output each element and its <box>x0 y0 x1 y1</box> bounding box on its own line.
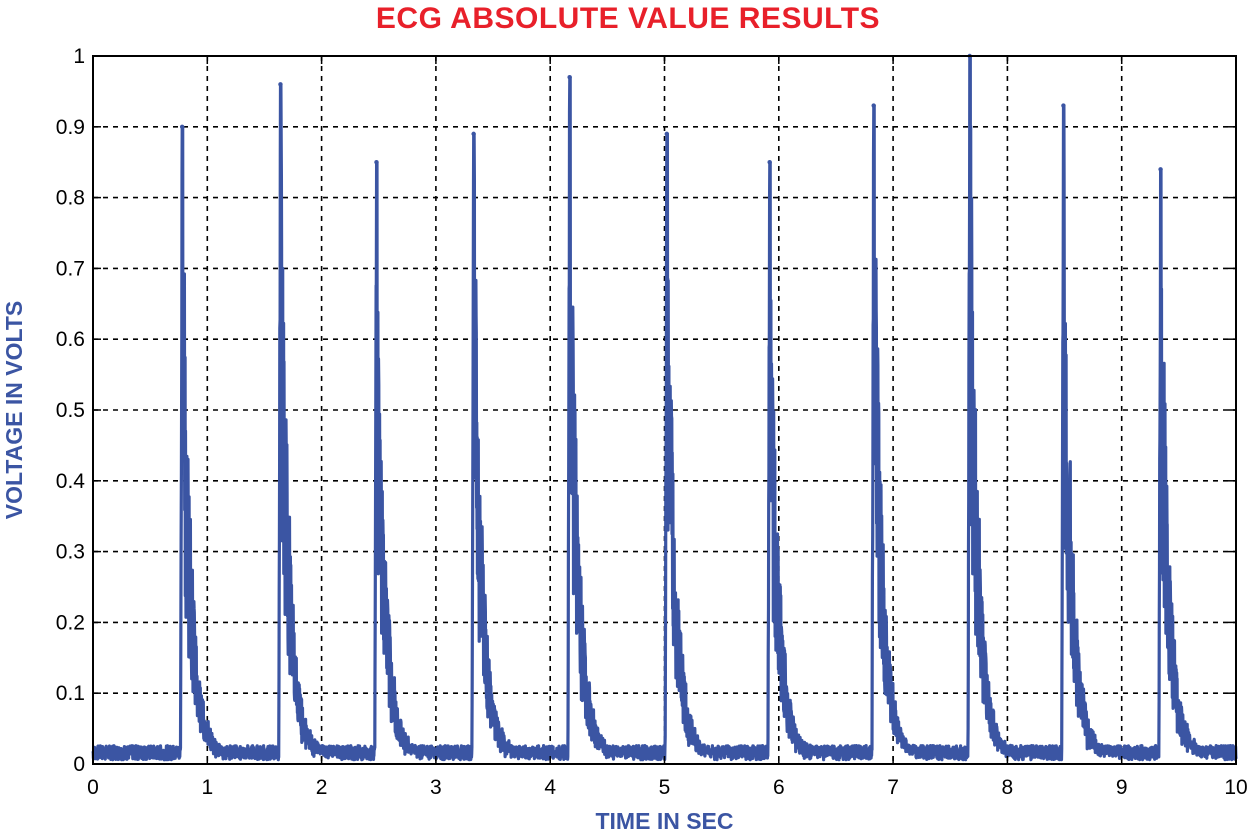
y-tick-label: 0.4 <box>56 470 86 493</box>
y-tick-label: 0.5 <box>56 399 85 422</box>
x-tick-label: 5 <box>659 776 671 799</box>
x-tick-label: 9 <box>1116 776 1128 799</box>
peak-point <box>278 82 283 87</box>
y-tick-label: 0.7 <box>56 257 85 280</box>
x-tick-label: 6 <box>773 776 785 799</box>
peak-point <box>567 75 572 80</box>
y-tick-label: 0 <box>73 753 85 776</box>
peak-point <box>871 103 876 108</box>
y-tick-label: 0.9 <box>56 116 85 139</box>
y-tick-label: 0.6 <box>56 328 85 351</box>
peak-point <box>179 124 185 129</box>
peak-point <box>1158 167 1163 172</box>
x-tick-label: 4 <box>544 776 556 799</box>
x-tick-label: 2 <box>316 776 328 799</box>
peak-point <box>374 160 379 165</box>
peak-point <box>471 131 476 137</box>
y-axis-title: VOLTAGE IN VOLTS <box>1 301 27 520</box>
x-tick-label: 8 <box>1002 776 1014 799</box>
y-tick-label: 1 <box>73 45 85 68</box>
x-tick-label: 1 <box>201 776 213 799</box>
x-axis-title: TIME IN SEC <box>595 808 733 834</box>
peak-point <box>767 160 772 165</box>
x-tick-label: 10 <box>1224 776 1247 799</box>
axis-ticks <box>92 55 1237 765</box>
peak-point <box>664 131 669 137</box>
peak-point <box>1061 103 1066 108</box>
chart-title: ECG ABSOLUTE VALUE RESULTS <box>375 2 881 35</box>
x-tick-label: 7 <box>887 776 899 799</box>
x-tick-label: 0 <box>87 776 99 799</box>
y-tick-label: 0.3 <box>56 541 85 564</box>
x-tick-label: 3 <box>430 776 442 799</box>
y-tick-label: 0.8 <box>56 187 85 210</box>
y-tick-label: 0.1 <box>56 682 85 705</box>
y-tick-label: 0.2 <box>56 611 85 634</box>
tick-labels: 0 1 2 3 4 5 6 7 8 9 10 0 0.1 0.2 0.3 0.4 0.5 0.6 0.7 0.8 0.9… <box>56 45 1248 799</box>
